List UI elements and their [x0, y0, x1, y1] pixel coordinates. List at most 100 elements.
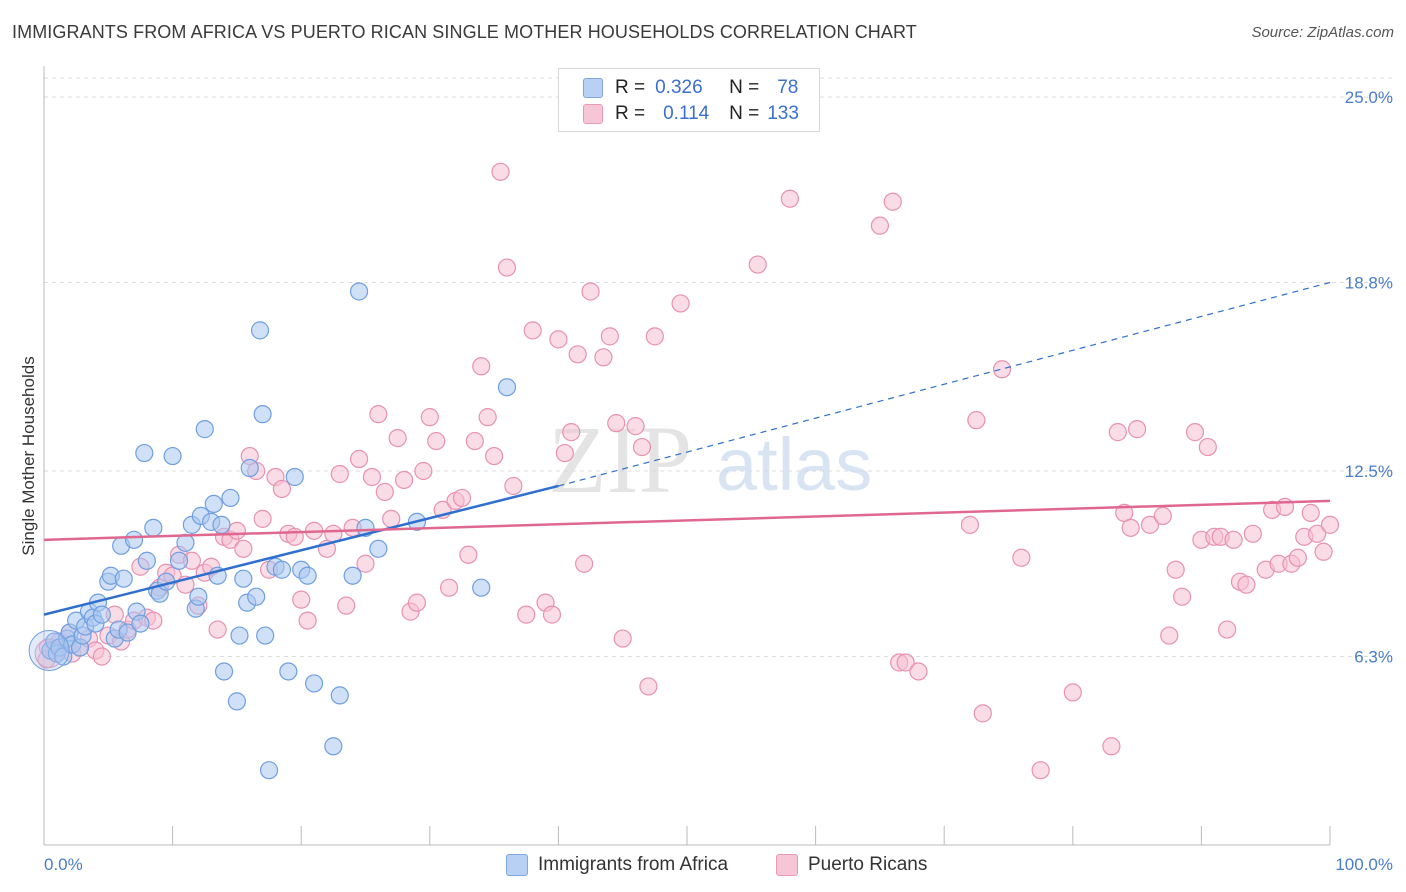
data-point [221, 488, 240, 508]
data-point [575, 554, 594, 573]
data-point [883, 192, 902, 211]
legend-row-puerto-ricans: R = 0.114 N = 133 [583, 102, 799, 126]
data-point [639, 677, 658, 696]
data-point [349, 282, 369, 301]
y-tick-label: 6.3% [1354, 648, 1393, 667]
data-point [169, 551, 189, 570]
data-point [356, 554, 375, 573]
data-point [343, 566, 362, 585]
x-tick-label: 100.0% [1335, 855, 1393, 874]
data-point [163, 446, 182, 466]
legend-swatch-blue [583, 78, 603, 98]
data-point [285, 467, 304, 487]
data-point [613, 629, 632, 648]
data-point [330, 686, 349, 705]
data-point [369, 405, 388, 424]
data-point [227, 692, 246, 711]
grid-lines [44, 77, 1392, 658]
data-point [485, 446, 504, 466]
data-point [581, 282, 600, 301]
data-point [568, 345, 587, 364]
data-point [382, 509, 401, 528]
legend-row-africa: R = 0.326 N = 78 [583, 76, 798, 100]
data-point [234, 539, 253, 558]
trendline-africa [43, 484, 559, 616]
data-point [600, 327, 619, 346]
data-point [362, 467, 382, 487]
data-point [247, 587, 266, 606]
data-point [1308, 524, 1327, 543]
legend-n-value: 133 [767, 103, 799, 124]
data-point [208, 620, 227, 639]
data-point [549, 330, 568, 349]
data-point [212, 515, 231, 534]
data-point [1063, 683, 1082, 702]
axes [43, 66, 1331, 846]
data-point [234, 569, 253, 588]
data-point [1198, 437, 1217, 457]
data-point [195, 420, 214, 439]
data-point [1166, 560, 1185, 579]
data-point [780, 189, 799, 208]
data-point [497, 378, 517, 397]
data-point [420, 408, 439, 427]
data-point [1102, 737, 1121, 756]
data-point [607, 414, 626, 433]
data-point [748, 255, 767, 274]
data-point [1012, 548, 1031, 567]
data-point [1243, 524, 1262, 543]
trendline-puerto-ricans [43, 499, 1331, 542]
data-point [452, 488, 472, 508]
data-point [369, 539, 388, 558]
data-point [472, 578, 491, 597]
data-point [1108, 423, 1127, 442]
data-point [124, 530, 144, 549]
data-point [272, 560, 292, 579]
data-point [375, 482, 394, 502]
data-point [1153, 506, 1172, 525]
data-point [189, 587, 208, 606]
data-point [298, 611, 317, 630]
data-point [1115, 503, 1134, 522]
data-point [632, 437, 652, 457]
data-point [135, 443, 154, 463]
data-point [427, 431, 446, 451]
data-point [497, 258, 517, 277]
data-point [1121, 518, 1140, 537]
data-point [92, 605, 111, 624]
data-point [324, 737, 343, 756]
data-point [992, 360, 1012, 379]
data-point [298, 566, 317, 585]
data-point [349, 449, 369, 469]
data-point [304, 674, 324, 693]
data-point [1127, 420, 1147, 439]
data-point [523, 321, 542, 340]
y-tick-label: 18.8% [1345, 274, 1393, 293]
data-point [491, 162, 510, 181]
data-point [131, 614, 150, 633]
data-point [137, 551, 156, 570]
data-point [472, 357, 491, 376]
data-point [973, 704, 992, 723]
bottom-legend-puerto-ricans: Puerto Ricans [776, 852, 927, 878]
data-point [227, 521, 246, 540]
bottom-legend-label-africa: Immigrants from Africa [538, 854, 729, 875]
data-point [337, 596, 356, 615]
watermark: ZIP atlas [548, 406, 872, 513]
data-point [909, 662, 928, 681]
data-point [250, 321, 270, 340]
data-point [1301, 503, 1320, 522]
y-tick-label: 12.5% [1345, 462, 1393, 481]
x-tick-labels: 0.0% 100.0% [44, 855, 1393, 874]
data-point [1237, 575, 1256, 594]
data-point [1173, 587, 1192, 606]
bottom-legend-swatch-pink [776, 854, 798, 876]
y-tick-labels: 6.3% 12.5% 18.8% 25.0% [1345, 88, 1393, 667]
legend-r-label: R = [615, 77, 646, 98]
data-point [1288, 548, 1307, 567]
data-point [279, 662, 298, 681]
data-point [896, 653, 915, 672]
data-point [594, 348, 613, 367]
chart-title: IMMIGRANTS FROM AFRICA VS PUERTO RICAN S… [12, 22, 917, 42]
bottom-legend-label-puerto-ricans: Puerto Ricans [808, 854, 928, 875]
